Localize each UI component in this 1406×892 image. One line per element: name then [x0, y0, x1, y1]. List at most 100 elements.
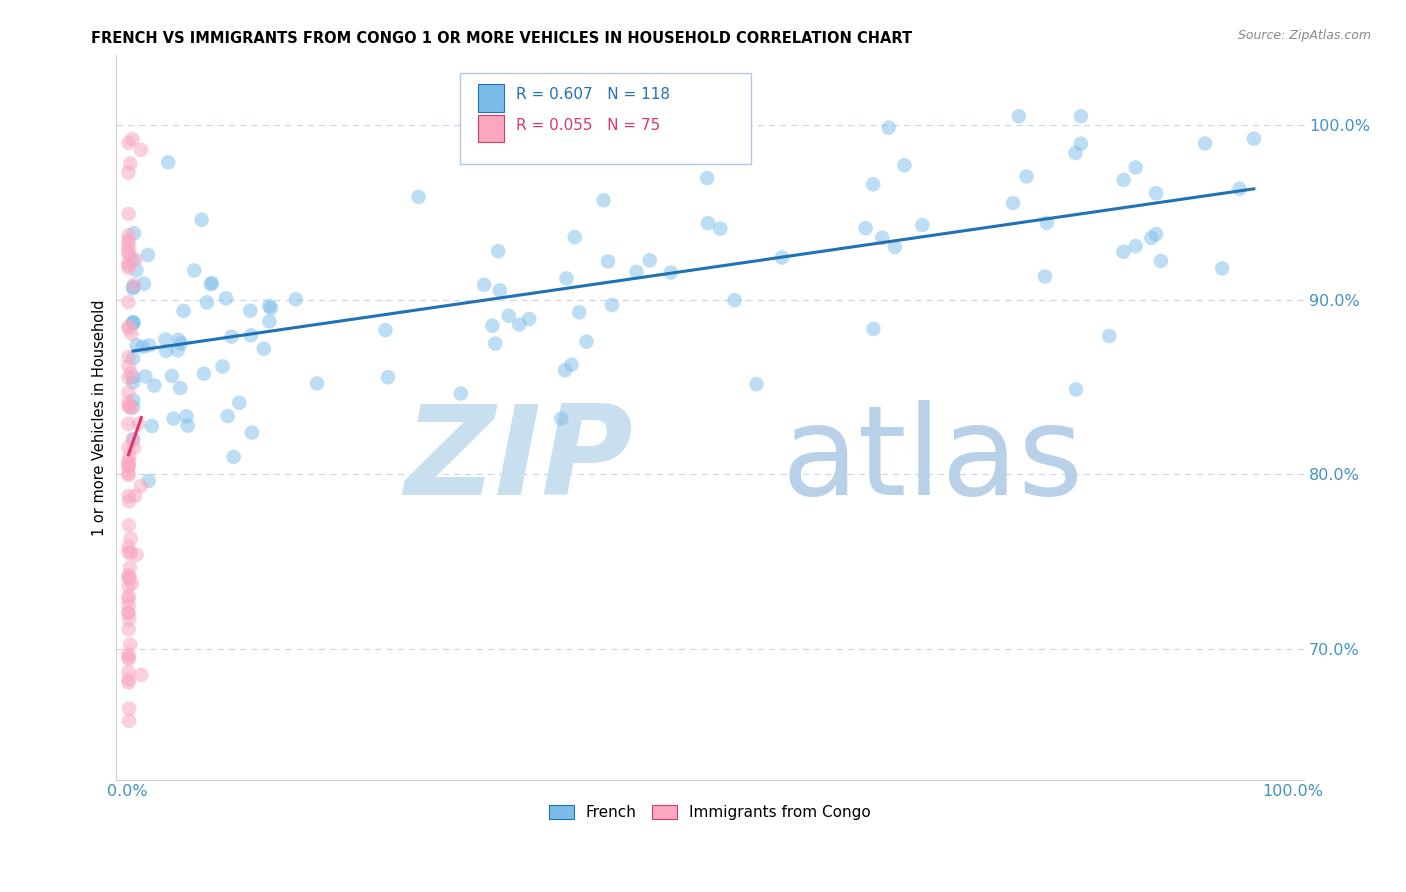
- Point: [253, 342, 276, 356]
- Point: [134, 369, 156, 384]
- Point: [118, 612, 141, 626]
- Point: [489, 284, 512, 298]
- Point: [122, 393, 145, 408]
- Point: [408, 190, 430, 204]
- Point: [117, 468, 139, 483]
- Point: [122, 433, 145, 447]
- Point: [122, 280, 145, 294]
- Point: [596, 254, 619, 268]
- Point: [564, 230, 586, 244]
- Point: [120, 546, 142, 560]
- Point: [141, 419, 163, 434]
- Point: [201, 276, 224, 290]
- Point: [122, 315, 145, 329]
- Point: [877, 120, 900, 135]
- Y-axis label: 1 or more Vehicles in Household: 1 or more Vehicles in Household: [93, 299, 107, 535]
- Text: R = 0.607   N = 118: R = 0.607 N = 118: [516, 87, 671, 103]
- Point: [1144, 186, 1167, 201]
- Point: [176, 418, 198, 433]
- Point: [138, 474, 160, 488]
- Point: [498, 309, 520, 323]
- Point: [122, 441, 145, 455]
- Point: [117, 606, 139, 620]
- Point: [120, 532, 142, 546]
- Text: ZIP: ZIP: [404, 401, 633, 521]
- Point: [709, 221, 731, 235]
- Point: [117, 579, 139, 593]
- Point: [122, 317, 145, 331]
- Point: [117, 395, 139, 409]
- Point: [561, 358, 583, 372]
- Point: [122, 281, 145, 295]
- Point: [260, 301, 283, 315]
- Point: [173, 304, 195, 318]
- Point: [117, 295, 139, 310]
- Point: [517, 312, 540, 326]
- Point: [117, 319, 139, 334]
- Point: [117, 417, 139, 431]
- Point: [450, 386, 472, 401]
- Point: [118, 450, 141, 464]
- Point: [118, 589, 141, 603]
- Point: [117, 207, 139, 221]
- Text: Source: ZipAtlas.com: Source: ZipAtlas.com: [1237, 29, 1371, 42]
- Point: [239, 328, 262, 343]
- Point: [122, 253, 145, 268]
- Point: [155, 343, 177, 358]
- Point: [117, 458, 139, 473]
- Point: [155, 332, 177, 346]
- Point: [162, 411, 184, 425]
- Point: [872, 231, 894, 245]
- Point: [118, 714, 141, 728]
- Point: [723, 293, 745, 308]
- Point: [117, 606, 139, 620]
- Point: [118, 400, 141, 414]
- Point: [893, 158, 915, 172]
- Point: [855, 221, 877, 235]
- Point: [696, 171, 718, 186]
- Point: [1064, 145, 1087, 160]
- Point: [117, 648, 139, 662]
- Point: [117, 570, 139, 584]
- Point: [118, 622, 141, 636]
- Point: [136, 248, 159, 262]
- Point: [157, 155, 180, 169]
- Point: [1211, 261, 1233, 276]
- Point: [911, 218, 934, 232]
- Point: [169, 381, 191, 395]
- Point: [176, 409, 198, 424]
- Text: R = 0.055   N = 75: R = 0.055 N = 75: [516, 118, 661, 133]
- Point: [121, 132, 143, 146]
- Point: [183, 263, 205, 277]
- Point: [117, 259, 139, 273]
- Point: [1036, 216, 1059, 230]
- Point: [770, 251, 793, 265]
- Point: [132, 340, 155, 354]
- Point: [122, 351, 145, 366]
- Point: [170, 336, 193, 351]
- Point: [143, 378, 166, 392]
- Point: [659, 265, 682, 279]
- Point: [124, 489, 146, 503]
- Point: [122, 226, 145, 240]
- Point: [1001, 196, 1024, 211]
- Point: [1229, 182, 1251, 196]
- Point: [122, 376, 145, 390]
- Point: [1015, 169, 1038, 184]
- Text: atlas: atlas: [782, 401, 1083, 521]
- Point: [484, 336, 506, 351]
- Point: [120, 638, 142, 652]
- Point: [228, 396, 250, 410]
- Point: [697, 216, 720, 230]
- Point: [862, 178, 884, 192]
- FancyBboxPatch shape: [460, 73, 751, 164]
- Point: [659, 109, 682, 123]
- Point: [1150, 254, 1173, 268]
- Point: [745, 377, 768, 392]
- Point: [1125, 161, 1147, 175]
- Point: [117, 350, 139, 364]
- Point: [117, 370, 139, 384]
- Point: [118, 489, 141, 503]
- Point: [638, 253, 661, 268]
- Point: [122, 401, 145, 415]
